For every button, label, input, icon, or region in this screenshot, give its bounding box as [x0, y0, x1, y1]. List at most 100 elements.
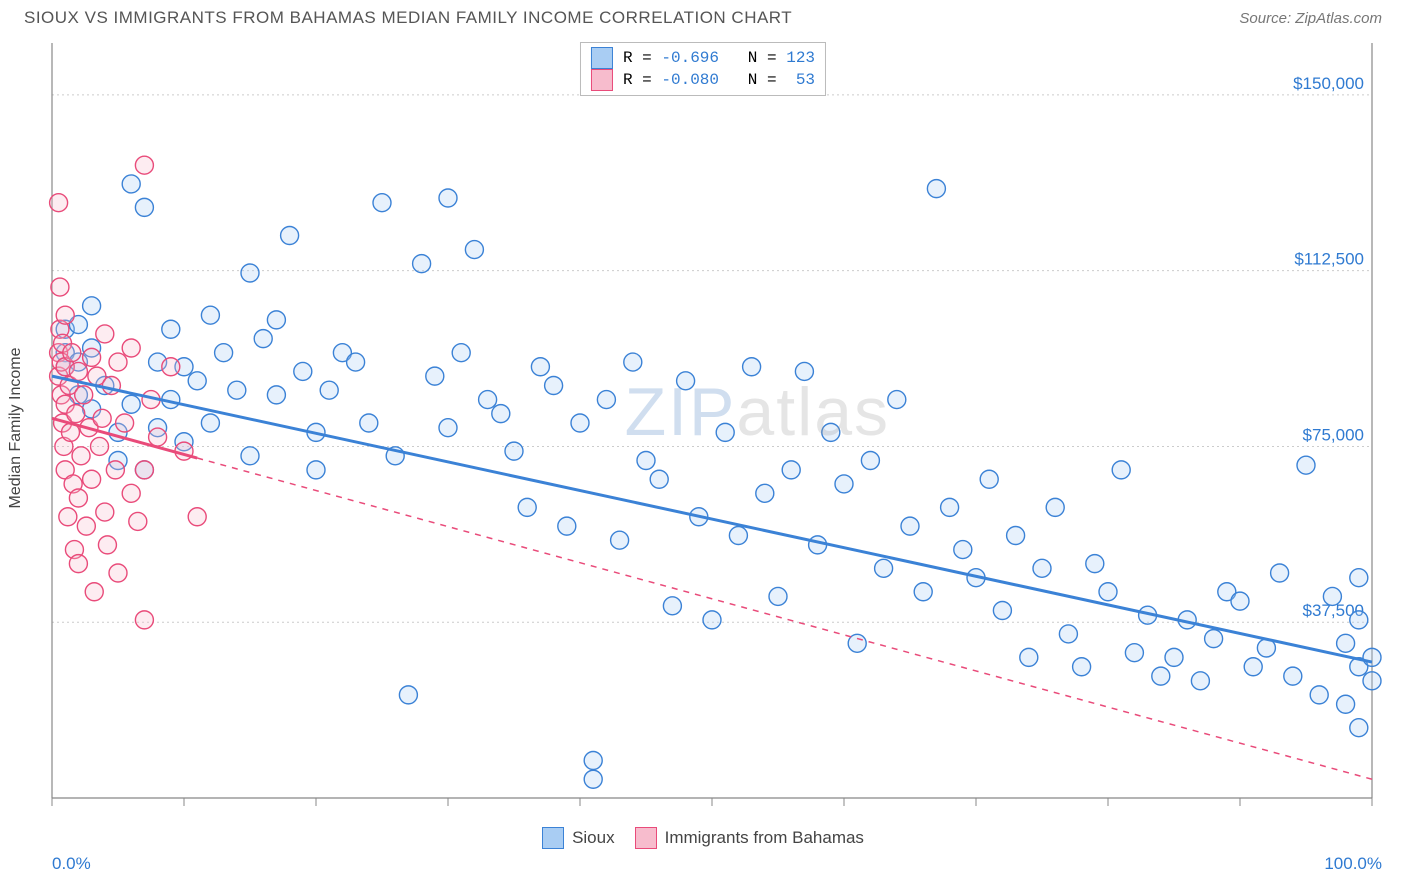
scatter-point — [452, 344, 470, 362]
scatter-point — [135, 156, 153, 174]
legend-series-item: Sioux — [542, 827, 615, 849]
scatter-point — [63, 344, 81, 362]
scatter-point — [69, 555, 87, 573]
scatter-point — [75, 386, 93, 404]
scatter-point — [782, 461, 800, 479]
scatter-point — [1363, 672, 1381, 690]
scatter-point — [91, 437, 109, 455]
scatter-point — [861, 452, 879, 470]
scatter-point — [795, 362, 813, 380]
scatter-point — [93, 409, 111, 427]
scatter-point — [109, 564, 127, 582]
legend-stats: R = -0.696 N = 123 R = -0.080 N = 53 — [580, 42, 826, 96]
source-label: Source: — [1239, 10, 1295, 27]
scatter-point — [72, 447, 90, 465]
scatter-point — [769, 587, 787, 605]
scatter-point — [465, 241, 483, 259]
scatter-point — [162, 358, 180, 376]
y-tick-label: $112,500 — [1294, 250, 1364, 269]
scatter-point — [1033, 559, 1051, 577]
scatter-point — [96, 503, 114, 521]
scatter-point — [1337, 634, 1355, 652]
scatter-point — [558, 517, 576, 535]
legend-swatch — [591, 69, 613, 91]
scatter-point — [1297, 456, 1315, 474]
legend-stats-text: R = -0.696 N = 123 — [623, 49, 815, 67]
scatter-point — [1191, 672, 1209, 690]
scatter-point — [69, 362, 87, 380]
chart-title: SIOUX VS IMMIGRANTS FROM BAHAMAS MEDIAN … — [24, 8, 792, 28]
scatter-point — [320, 381, 338, 399]
scatter-point — [677, 372, 695, 390]
scatter-point — [373, 194, 391, 212]
scatter-point — [294, 362, 312, 380]
scatter-point — [1363, 648, 1381, 666]
scatter-point — [83, 470, 101, 488]
scatter-point — [59, 508, 77, 526]
scatter-point — [1099, 583, 1117, 601]
scatter-point — [505, 442, 523, 460]
scatter-point — [822, 423, 840, 441]
scatter-point — [56, 306, 74, 324]
scatter-point — [307, 461, 325, 479]
scatter-point — [85, 583, 103, 601]
scatter-point — [954, 541, 972, 559]
scatter-point — [122, 339, 140, 357]
scatter-point — [1046, 498, 1064, 516]
scatter-point — [399, 686, 417, 704]
scatter-point — [756, 484, 774, 502]
scatter-point — [993, 602, 1011, 620]
legend-series-item: Immigrants from Bahamas — [635, 827, 864, 849]
scatter-point — [1165, 648, 1183, 666]
scatter-point — [624, 353, 642, 371]
chart-source: Source: ZipAtlas.com — [1239, 10, 1382, 27]
scatter-point — [122, 395, 140, 413]
scatter-point — [129, 512, 147, 530]
scatter-point — [875, 559, 893, 577]
y-axis-label: Median Family Income — [7, 348, 25, 509]
scatter-point — [888, 391, 906, 409]
legend-swatch — [542, 827, 564, 849]
scatter-point — [1244, 658, 1262, 676]
scatter-point — [1310, 686, 1328, 704]
chart-header: SIOUX VS IMMIGRANTS FROM BAHAMAS MEDIAN … — [0, 0, 1406, 38]
scatter-point — [413, 255, 431, 273]
scatter-point — [281, 227, 299, 245]
scatter-point — [571, 414, 589, 432]
scatter-point — [254, 330, 272, 348]
scatter-point — [1059, 625, 1077, 643]
scatter-point — [1231, 592, 1249, 610]
scatter-point — [135, 198, 153, 216]
scatter-point — [1007, 527, 1025, 545]
scatter-point — [637, 452, 655, 470]
scatter-point — [531, 358, 549, 376]
scatter-point — [835, 475, 853, 493]
scatter-point — [545, 377, 563, 395]
scatter-point — [83, 348, 101, 366]
legend-stats-row: R = -0.080 N = 53 — [591, 69, 815, 91]
scatter-point — [439, 189, 457, 207]
x-axis-right-label: 100.0% — [1324, 854, 1382, 874]
scatter-point — [1073, 658, 1091, 676]
scatter-point — [135, 461, 153, 479]
scatter-point — [941, 498, 959, 516]
legend-series: Sioux Immigrants from Bahamas — [24, 827, 1382, 854]
y-tick-label: $75,000 — [1303, 425, 1364, 444]
y-tick-label: $150,000 — [1293, 74, 1364, 93]
scatter-point — [914, 583, 932, 601]
scatter-point — [1271, 564, 1289, 582]
scatter-point — [1125, 644, 1143, 662]
scatter-point — [597, 391, 615, 409]
scatter-point — [201, 414, 219, 432]
scatter-point — [241, 447, 259, 465]
legend-series-label: Sioux — [572, 828, 615, 848]
legend-stats-row: R = -0.696 N = 123 — [591, 47, 815, 69]
chart-svg: $37,500$75,000$112,500$150,000 — [24, 38, 1382, 818]
scatter-point — [980, 470, 998, 488]
scatter-point — [426, 367, 444, 385]
scatter-point — [109, 353, 127, 371]
scatter-point — [188, 372, 206, 390]
scatter-point — [1337, 695, 1355, 713]
scatter-point — [439, 419, 457, 437]
scatter-point — [927, 180, 945, 198]
